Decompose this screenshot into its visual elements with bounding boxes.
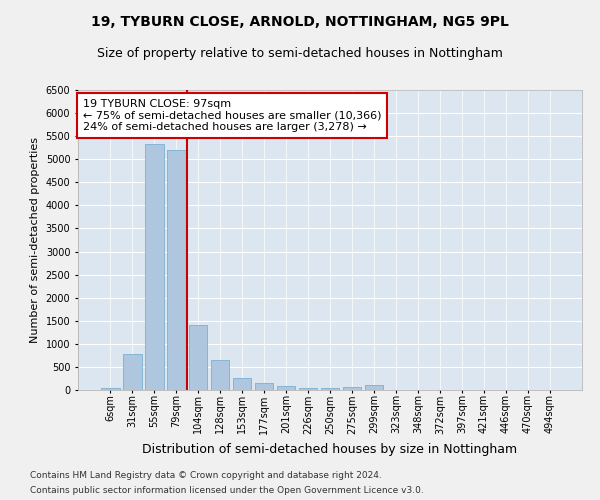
Bar: [211, 360, 229, 390]
Bar: [145, 144, 164, 390]
Bar: [299, 388, 317, 390]
Bar: [255, 384, 274, 390]
Bar: [123, 354, 142, 390]
Text: 19, TYBURN CLOSE, ARNOLD, NOTTINGHAM, NG5 9PL: 19, TYBURN CLOSE, ARNOLD, NOTTINGHAM, NG…: [91, 15, 509, 29]
Text: Distribution of semi-detached houses by size in Nottingham: Distribution of semi-detached houses by …: [142, 442, 518, 456]
Bar: [167, 150, 185, 390]
Bar: [233, 378, 251, 390]
Bar: [277, 386, 295, 390]
Text: 19 TYBURN CLOSE: 97sqm
← 75% of semi-detached houses are smaller (10,366)
24% of: 19 TYBURN CLOSE: 97sqm ← 75% of semi-det…: [83, 99, 382, 132]
Text: Contains HM Land Registry data © Crown copyright and database right 2024.: Contains HM Land Registry data © Crown c…: [30, 471, 382, 480]
Text: Contains public sector information licensed under the Open Government Licence v3: Contains public sector information licen…: [30, 486, 424, 495]
Text: Size of property relative to semi-detached houses in Nottingham: Size of property relative to semi-detach…: [97, 48, 503, 60]
Y-axis label: Number of semi-detached properties: Number of semi-detached properties: [30, 137, 40, 343]
Bar: [343, 387, 361, 390]
Bar: [320, 388, 340, 390]
Bar: [101, 388, 119, 390]
Bar: [365, 385, 383, 390]
Bar: [189, 326, 208, 390]
